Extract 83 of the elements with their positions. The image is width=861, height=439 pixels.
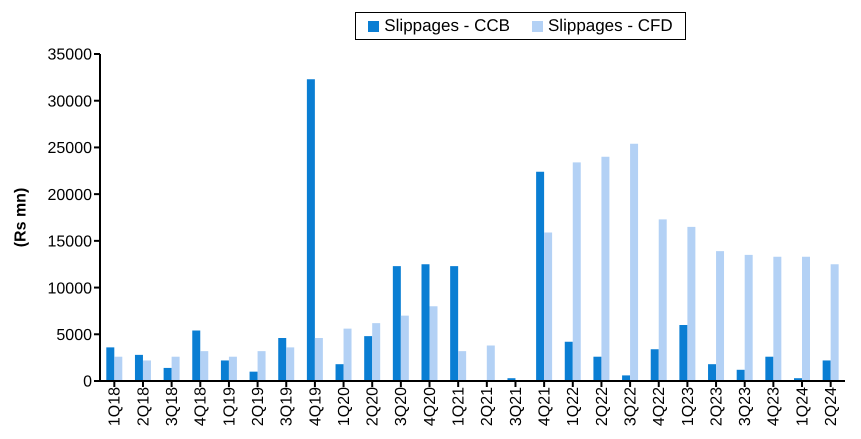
bar — [421, 264, 430, 381]
bar — [258, 351, 266, 381]
bar — [106, 347, 114, 381]
bar — [679, 324, 688, 381]
bar — [172, 356, 180, 381]
x-tick-label: 3Q21 — [508, 386, 525, 426]
x-tick-label: 4Q19 — [307, 386, 324, 426]
bar — [220, 360, 229, 381]
y-tick-label: 25000 — [48, 140, 92, 158]
bar — [192, 330, 200, 381]
bar — [142, 360, 151, 381]
bar — [630, 144, 638, 381]
y-tick-label: 10000 — [48, 280, 92, 298]
bar — [450, 266, 458, 381]
x-tick-label: 1Q18 — [106, 386, 124, 426]
bar — [114, 356, 122, 381]
x-tick-label: 2Q20 — [364, 386, 382, 426]
bar — [687, 226, 696, 381]
bar — [400, 316, 409, 381]
x-tick-label: 1Q22 — [565, 386, 582, 426]
x-tick-label: 3Q22 — [622, 386, 640, 426]
bar — [164, 368, 172, 381]
bar — [650, 349, 659, 381]
bar — [822, 360, 831, 381]
y-tick-label: 35000 — [48, 46, 92, 64]
bar — [544, 232, 552, 381]
x-tick-label: 1Q20 — [336, 386, 353, 426]
bar — [765, 356, 774, 381]
bar — [306, 79, 315, 381]
bar — [314, 338, 323, 381]
bar — [458, 351, 466, 381]
bar — [564, 342, 573, 381]
bar — [593, 356, 602, 381]
bar — [716, 251, 724, 381]
x-tick-label: 2Q23 — [708, 386, 726, 426]
bar — [536, 172, 544, 381]
bar — [364, 336, 372, 381]
bar — [572, 162, 581, 381]
x-tick-label: 1Q23 — [680, 386, 697, 426]
x-tick-label: 1Q24 — [794, 386, 812, 426]
y-tick-label: 20000 — [48, 186, 92, 204]
bar — [658, 219, 667, 381]
bar — [802, 256, 810, 381]
x-tick-label: 4Q23 — [766, 386, 783, 426]
y-tick-label: 5000 — [56, 326, 92, 344]
bar — [601, 156, 610, 381]
bar — [744, 254, 753, 381]
x-tick-label: 4Q20 — [422, 386, 439, 426]
x-tick-label: 3Q23 — [737, 386, 754, 426]
x-tick-label: 3Q19 — [278, 386, 296, 426]
x-tick-label: 4Q18 — [192, 386, 210, 426]
x-tick-label: 1Q21 — [450, 386, 468, 426]
bar — [372, 323, 380, 381]
bar — [200, 351, 208, 381]
x-tick-label: 1Q19 — [221, 386, 238, 426]
bar — [708, 364, 716, 381]
bar — [278, 338, 286, 381]
bar — [344, 328, 352, 381]
bar — [134, 354, 143, 381]
bar — [830, 264, 839, 381]
x-tick-label: 2Q18 — [135, 386, 152, 426]
legend-label: Slippages - CFD — [546, 16, 673, 36]
x-tick-label: 2Q24 — [823, 386, 840, 426]
x-tick-label: 4Q21 — [536, 386, 554, 426]
x-tick-label: 2Q21 — [479, 386, 496, 426]
x-tick-label: 3Q18 — [164, 386, 181, 426]
x-tick-label: 3Q20 — [393, 386, 410, 426]
bar — [486, 345, 495, 381]
bar — [228, 356, 237, 381]
bar — [429, 306, 438, 381]
x-tick-label: 4Q22 — [651, 386, 668, 426]
x-tick-label: 2Q19 — [250, 386, 267, 426]
y-tick-label: 30000 — [48, 93, 92, 110]
bar — [250, 372, 258, 381]
bar — [286, 347, 294, 381]
y-tick-label: 0 — [83, 374, 92, 391]
y-tick-label: 15000 — [48, 234, 92, 251]
bar — [773, 256, 782, 381]
y-axis-title: (Rs mn) — [12, 188, 30, 248]
legend-label: Slippages - CCB — [383, 16, 510, 36]
x-tick-label: 2Q22 — [594, 386, 611, 426]
bar — [392, 266, 401, 381]
bar — [336, 364, 344, 381]
